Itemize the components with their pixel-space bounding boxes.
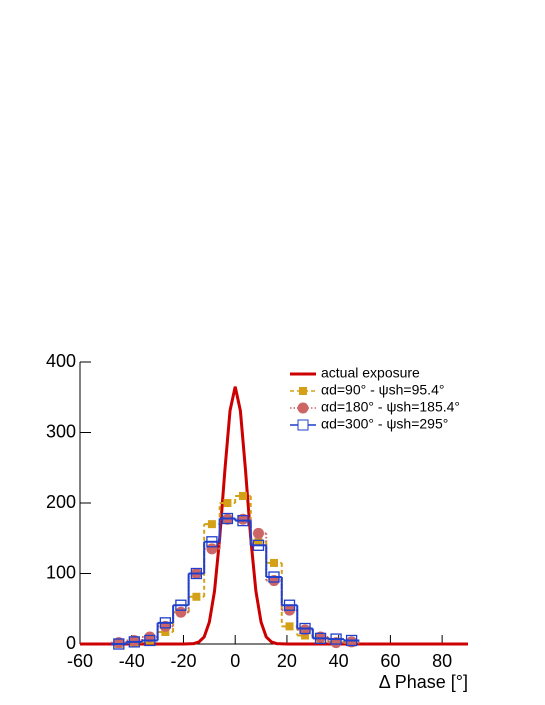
legend-label: actual exposure (321, 365, 420, 381)
marker (283, 599, 296, 611)
marker (268, 571, 280, 583)
legend-label: αd=180° - ψsh=185.4° (321, 399, 460, 415)
x-tick-label: -60 (67, 651, 93, 671)
marker (192, 592, 201, 601)
x-tick-label: 40 (329, 651, 349, 671)
legend-marker (297, 402, 309, 414)
marker (285, 622, 294, 631)
line (80, 386, 468, 646)
marker (301, 631, 310, 640)
marker (346, 636, 358, 648)
marker (238, 491, 247, 500)
marker (254, 537, 263, 546)
marker (175, 606, 187, 618)
legend-marker (299, 387, 307, 395)
x-tick-label: 0 (230, 651, 240, 671)
marker (190, 567, 203, 580)
marker (207, 520, 216, 529)
marker (144, 634, 156, 647)
y-tick-label: 100 (46, 562, 76, 582)
marker (113, 637, 125, 649)
legend-label: αd=300° - ψsh=295° (321, 416, 448, 432)
x-tick-label: -20 (170, 651, 196, 671)
x-tick-label: 60 (380, 651, 400, 671)
legend-marker (297, 419, 309, 431)
marker (128, 636, 140, 648)
y-tick-label: 0 (66, 633, 76, 653)
y-tick-label: 300 (46, 421, 76, 441)
marker (299, 624, 311, 636)
y-tick-label: 200 (46, 492, 76, 512)
marker (299, 622, 311, 635)
x-tick-label: 80 (432, 651, 452, 671)
marker (330, 633, 342, 645)
marker (223, 499, 232, 507)
marker (315, 631, 327, 643)
marker (161, 628, 170, 637)
marker (206, 543, 218, 555)
x-axis-label: Δ Phase [°] (379, 672, 468, 692)
marker (159, 617, 172, 629)
x-tick-label: 20 (277, 651, 297, 671)
marker (237, 513, 249, 525)
marker (345, 634, 358, 647)
marker (113, 638, 125, 650)
y-tick-label: 400 (46, 351, 76, 371)
x-tick-label: -40 (119, 651, 145, 671)
marker (128, 634, 140, 646)
marker (175, 599, 187, 611)
marker (314, 632, 327, 645)
marker (237, 514, 249, 527)
marker (206, 536, 218, 548)
marker (252, 527, 264, 539)
marker (270, 558, 278, 567)
legend-label: αd=90° - ψsh=95.4° (321, 382, 444, 398)
marker (252, 539, 265, 551)
marker (221, 512, 234, 525)
